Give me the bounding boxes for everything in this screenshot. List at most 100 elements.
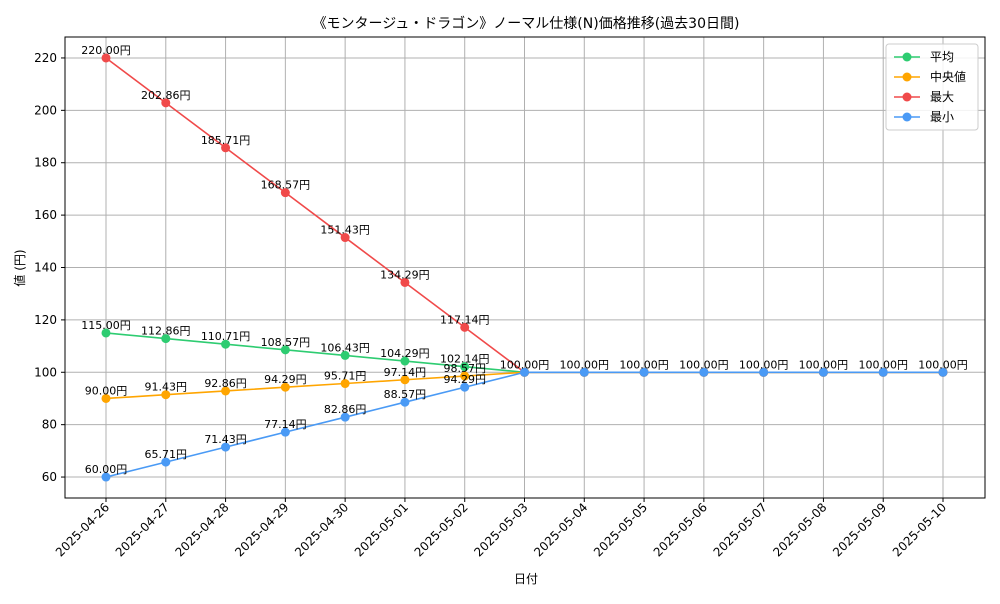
- data-label: 117.14円: [440, 313, 490, 326]
- data-label: 220.00円: [81, 44, 131, 57]
- data-point: [759, 367, 769, 377]
- y-tick-label: 160: [34, 208, 57, 222]
- data-point: [280, 427, 290, 437]
- data-label: 102.14円: [440, 353, 490, 366]
- data-label: 94.29円: [264, 373, 307, 386]
- data-label: 112.86円: [141, 325, 191, 338]
- data-label: 108.57円: [261, 336, 311, 349]
- legend-label: 平均: [930, 50, 954, 64]
- data-point: [460, 371, 470, 381]
- y-axis-ticks: 60 80 100 120 140 160 180 200 220: [34, 51, 65, 484]
- series-layer: [101, 53, 948, 482]
- y-tick-label: 80: [42, 418, 57, 432]
- data-point: [579, 367, 589, 377]
- data-point: [161, 457, 171, 467]
- data-label: 100.00円: [500, 358, 550, 371]
- data-label: 151.43円: [320, 224, 370, 237]
- x-tick-label: 2025-05-04: [531, 500, 590, 559]
- y-tick-label: 60: [42, 470, 57, 484]
- data-label: 110.71円: [201, 330, 251, 343]
- x-tick-label: 2025-04-30: [292, 500, 351, 559]
- data-point: [460, 322, 470, 332]
- data-point: [340, 412, 350, 422]
- x-tick-label: 2025-05-10: [890, 500, 949, 559]
- data-point: [280, 188, 290, 198]
- data-label: 100.00円: [560, 358, 610, 371]
- legend-marker: [902, 112, 912, 122]
- data-point: [460, 362, 470, 372]
- y-tick-label: 140: [34, 261, 57, 275]
- data-point: [221, 386, 231, 396]
- legend-marker: [902, 92, 912, 102]
- data-label: 65.71円: [145, 448, 188, 461]
- x-tick-label: 2025-05-01: [352, 500, 411, 559]
- data-label: 60.00円: [85, 463, 128, 476]
- data-point: [101, 328, 111, 338]
- data-point: [400, 277, 410, 287]
- data-label: 100.00円: [799, 358, 849, 371]
- data-point: [878, 367, 888, 377]
- data-label-layer: 115.00円 112.86円 110.71円 108.57円 106.43円 104.2…: [81, 44, 968, 476]
- x-axis-ticks: 2025-04-26 2025-04-27 2025-04-28 2025-04-29…: [53, 498, 949, 559]
- data-point: [280, 345, 290, 355]
- data-label: 100.00円: [858, 358, 908, 371]
- data-label: 104.29円: [380, 347, 430, 360]
- data-point: [280, 382, 290, 392]
- data-label: 100.00円: [739, 358, 789, 371]
- data-label: 98.57円: [443, 362, 486, 375]
- x-tick-label: 2025-05-02: [412, 500, 471, 559]
- data-label: 106.43円: [320, 341, 370, 354]
- legend-marker: [902, 72, 912, 82]
- y-axis-label: 値 (円): [12, 249, 27, 286]
- data-point: [161, 98, 171, 108]
- x-tick-label: 2025-04-27: [113, 500, 172, 559]
- data-point: [400, 356, 410, 366]
- legend-label: 中央値: [930, 69, 966, 84]
- x-axis-label: 日付: [514, 572, 538, 586]
- data-point: [340, 233, 350, 243]
- grid-layer: [65, 37, 985, 498]
- legend-box: [885, 43, 979, 131]
- legend-label: 最小: [930, 110, 954, 124]
- data-label: 92.86円: [204, 377, 247, 390]
- data-label: 134.29円: [380, 268, 430, 281]
- data-label: 168.57円: [261, 179, 311, 192]
- data-point: [340, 379, 350, 389]
- chart-title: 《モンタージュ・ドラゴン》ノーマル仕様(N)価格推移(過去30日間): [313, 15, 740, 32]
- data-label: 185.71円: [201, 134, 251, 147]
- data-point: [101, 393, 111, 403]
- data-label: 202.86円: [141, 89, 191, 102]
- data-label: 94.29円: [443, 373, 486, 386]
- x-tick-label: 2025-05-09: [830, 500, 889, 559]
- data-point: [818, 367, 828, 377]
- data-point: [639, 367, 649, 377]
- x-tick-label: 2025-05-08: [770, 500, 829, 559]
- data-point: [400, 375, 410, 385]
- data-point: [161, 334, 171, 344]
- y-tick-label: 100: [34, 365, 57, 379]
- data-point: [101, 53, 111, 63]
- data-point: [400, 397, 410, 407]
- data-point: [221, 143, 231, 153]
- x-tick-label: 2025-04-26: [53, 500, 112, 559]
- x-tick-label: 2025-04-28: [172, 500, 231, 559]
- x-tick-label: 2025-04-29: [232, 500, 291, 559]
- data-point: [520, 367, 529, 377]
- x-tick-label: 2025-05-05: [591, 500, 650, 559]
- x-tick-label: 2025-05-03: [471, 500, 530, 559]
- y-tick-label: 180: [34, 156, 57, 170]
- x-tick-label: 2025-05-07: [711, 500, 770, 559]
- data-point: [699, 367, 709, 377]
- data-point: [221, 442, 231, 452]
- data-point: [460, 382, 470, 392]
- y-tick-label: 220: [34, 51, 57, 65]
- y-tick-label: 120: [34, 313, 57, 327]
- x-tick-label: 2025-05-06: [651, 500, 710, 559]
- data-label: 100.00円: [679, 358, 729, 371]
- data-point: [221, 339, 231, 349]
- legend-label: 最大: [930, 90, 954, 104]
- data-point: [161, 390, 171, 400]
